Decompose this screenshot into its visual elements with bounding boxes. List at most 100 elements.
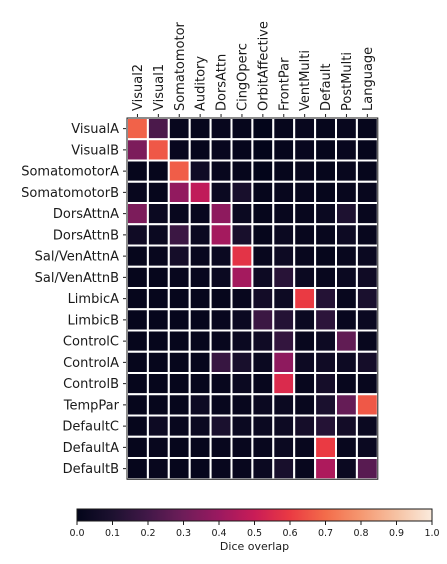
heatmap-cell: [230, 223, 254, 247]
column-label: Auditory: [194, 56, 209, 111]
heatmap-cell: [272, 308, 296, 332]
heatmap-cell: [167, 414, 191, 438]
heatmap-cell: [209, 435, 233, 459]
heatmap-cell: [230, 287, 254, 311]
heatmap-cell: [251, 180, 275, 204]
heatmap-cell: [272, 159, 296, 183]
heatmap-cell: [355, 265, 379, 289]
row-label: DorsAttnA: [53, 207, 119, 222]
heatmap-cell: [251, 117, 275, 141]
heatmap-cell: [188, 202, 212, 226]
heatmap-cell: [335, 138, 358, 162]
heatmap-cell: [126, 265, 149, 289]
heatmap-cell: [146, 265, 170, 289]
heatmap-cell: [188, 435, 212, 459]
row-label: TempPar: [63, 398, 120, 413]
heatmap-cell: [355, 138, 379, 162]
heatmap-cell: [167, 138, 191, 162]
heatmap-cell: [355, 287, 379, 311]
heatmap-cell: [230, 457, 254, 481]
heatmap-cell: [335, 117, 358, 141]
heatmap-cell: [146, 287, 170, 311]
heatmap-cell: [335, 159, 358, 183]
heatmap-cell: [335, 265, 358, 289]
heatmap-cell: [355, 457, 379, 481]
heatmap-cell: [335, 393, 358, 417]
heatmap-cell: [188, 180, 212, 204]
heatmap-cell: [272, 117, 296, 141]
heatmap-cell: [209, 287, 233, 311]
heatmap-cell: [335, 180, 358, 204]
heatmap-cell: [355, 350, 379, 374]
heatmap-cell: [126, 350, 149, 374]
heatmap-cell: [167, 223, 191, 247]
heatmap-cell: [126, 159, 149, 183]
heatmap-cell: [293, 138, 317, 162]
heatmap-cell: [355, 393, 379, 417]
heatmap-cell: [230, 138, 254, 162]
heatmap-cell: [293, 223, 317, 247]
heatmap-cell: [188, 372, 212, 396]
heatmap-cell: [209, 457, 233, 481]
row-label: Sal/VenAttnB: [35, 271, 119, 286]
heatmap-cell: [167, 350, 191, 374]
heatmap-cell: [126, 414, 149, 438]
heatmap-cell: [314, 223, 338, 247]
heatmap-cell: [188, 223, 212, 247]
heatmap-cell: [209, 265, 233, 289]
heatmap-cell: [230, 180, 254, 204]
heatmap-cell: [251, 202, 275, 226]
heatmap-cell: [146, 223, 170, 247]
heatmap-cell: [251, 372, 275, 396]
column-label: Visual1: [152, 64, 167, 111]
heatmap-cell: [167, 393, 191, 417]
heatmap-cell: [209, 372, 233, 396]
heatmap-cell: [251, 308, 275, 332]
heatmap-cell: [188, 393, 212, 417]
colorbar-tick-label: 0.8: [353, 528, 368, 539]
heatmap-cell: [209, 117, 233, 141]
heatmap-cell: [314, 180, 338, 204]
heatmap-cell: [314, 202, 338, 226]
heatmap-cell: [355, 202, 379, 226]
heatmap-cell: [230, 265, 254, 289]
heatmap-cell: [293, 372, 317, 396]
heatmap-cell: [188, 308, 212, 332]
heatmap-cell: [146, 159, 170, 183]
colorbar-ticks: 0.0 0.1 0.2 0.3 0.4 0.5 0.6 0.7 0.8 0.9 1.0: [69, 521, 440, 539]
heatmap-cell: [126, 287, 149, 311]
column-label: PostMulti: [340, 52, 355, 111]
colorbar: 0.0 0.1 0.2 0.3 0.4 0.5 0.6 0.7 0.8 0.9 1.0 Dice o…: [69, 508, 440, 553]
colorbar-tick-label: 0.2: [140, 528, 155, 539]
heatmap-cell: [209, 350, 233, 374]
heatmap-cell: [272, 435, 296, 459]
row-label: Sal/VenAttnA: [35, 250, 119, 265]
heatmap-cell: [188, 350, 212, 374]
heatmap-cell: [335, 244, 358, 268]
heatmap-cell: [167, 435, 191, 459]
column-label: Default: [319, 64, 334, 112]
heatmap-cell: [126, 329, 149, 353]
heatmap-cell: [230, 308, 254, 332]
colorbar-tick-label: 0.6: [282, 528, 297, 539]
heatmap-cell: [167, 159, 191, 183]
heatmap-cell: [293, 308, 317, 332]
heatmap-cell: [230, 393, 254, 417]
heatmap-cell: [209, 414, 233, 438]
row-label: LimbicA: [68, 292, 120, 307]
heatmap-cell: [272, 287, 296, 311]
heatmap-cell: [251, 287, 275, 311]
heatmap-cell: [251, 350, 275, 374]
heatmap-cell: [335, 202, 358, 226]
heatmap-cell: [251, 329, 275, 353]
heatmap-cell: [272, 372, 296, 396]
column-label: Visual2: [131, 64, 146, 111]
heatmap-cell: [355, 180, 379, 204]
heatmap-cell: [146, 244, 170, 268]
column-label: OrbitAffective: [256, 21, 271, 111]
heatmap-frame: [126, 117, 379, 480]
heatmap-cell: [188, 457, 212, 481]
colorbar-tick-label: 0.4: [211, 528, 226, 539]
heatmap-cell: [188, 329, 212, 353]
heatmap-cell: [209, 180, 233, 204]
